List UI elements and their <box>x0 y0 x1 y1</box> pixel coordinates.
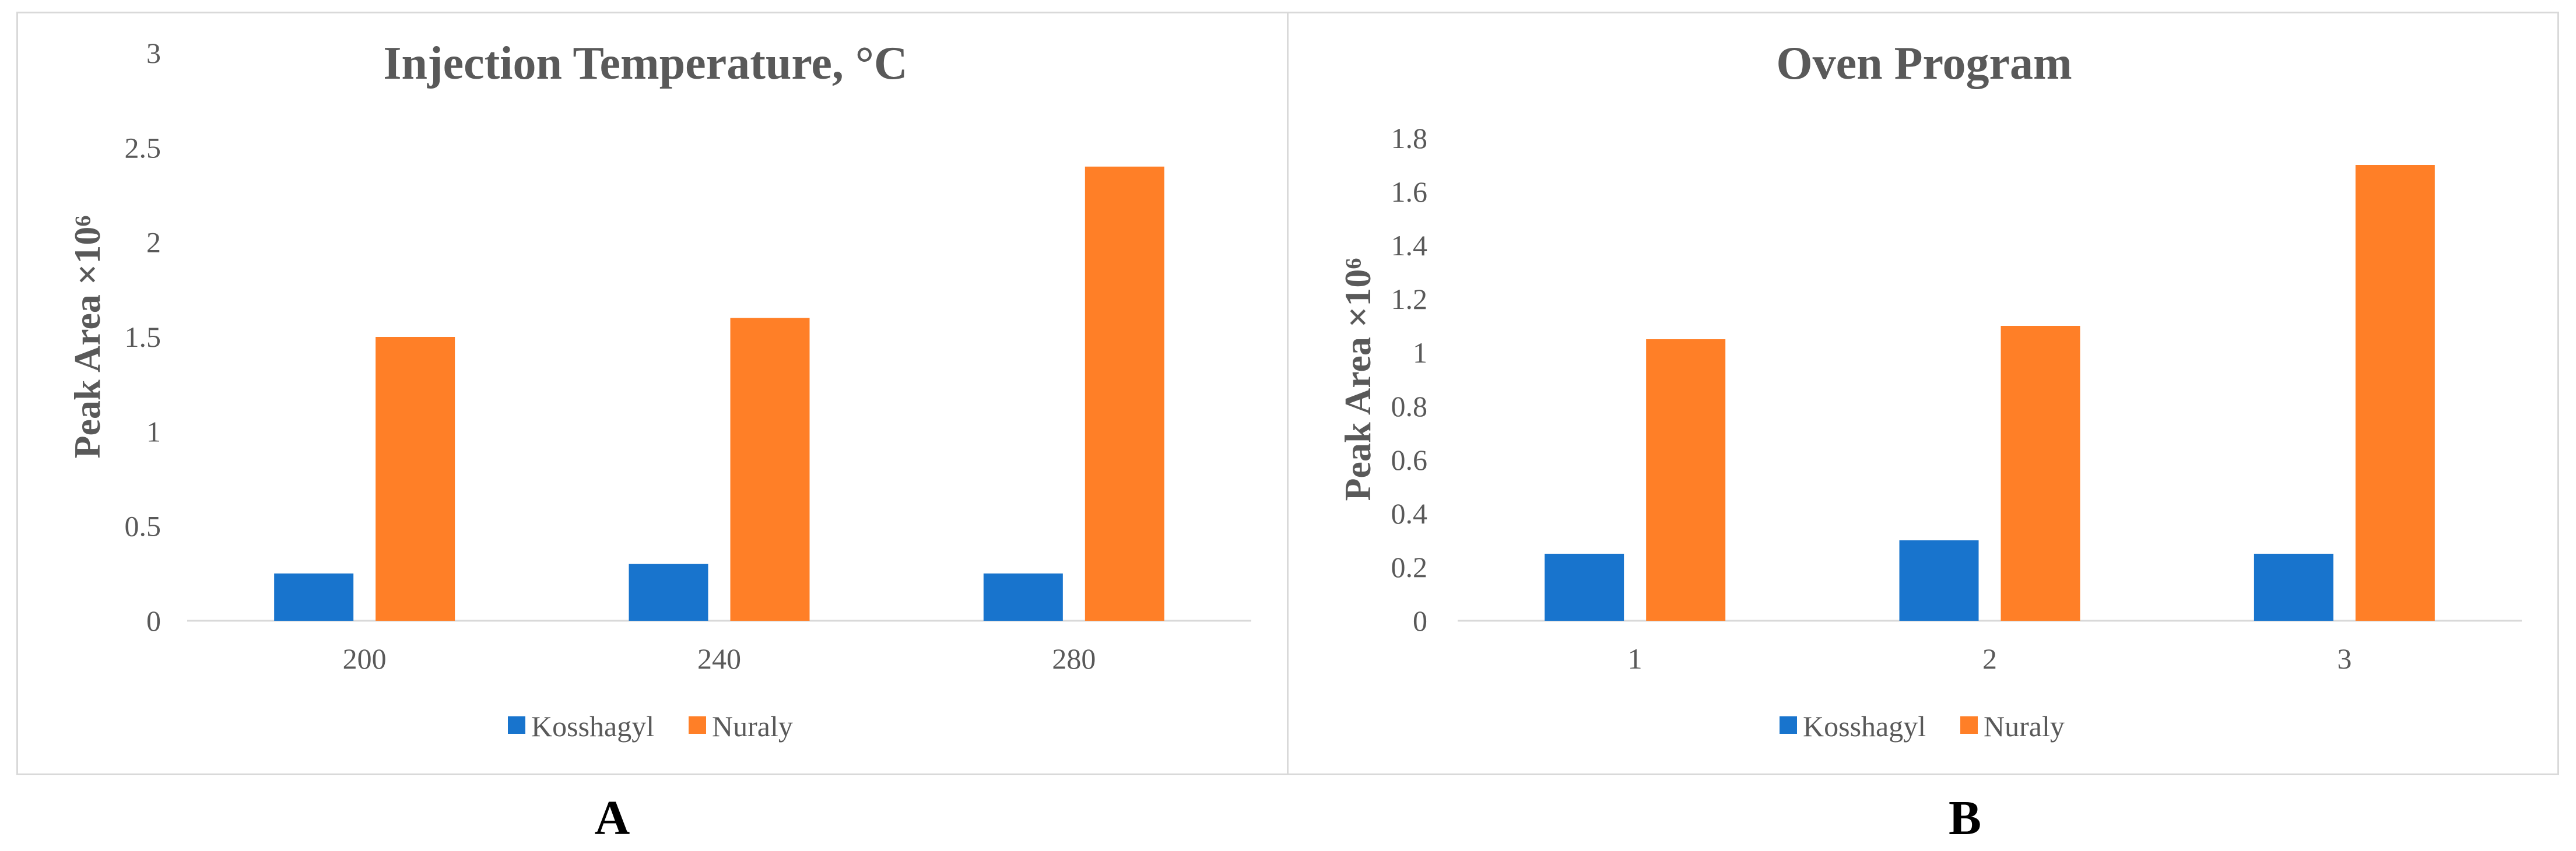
legend-label-kosshagyl: Kosshagyl <box>1803 710 1926 743</box>
y-tick-label: 1.4 <box>1391 229 1428 262</box>
y-axis-label: Peak Area ×10⁶ <box>1337 258 1378 501</box>
y-tick-label: 2.5 <box>125 131 162 164</box>
bar-nuraly-240 <box>730 318 810 621</box>
y-tick-label: 1.8 <box>1391 122 1428 154</box>
chart-panel-b: Oven Program Peak Area ×10⁶ 0 0.2 0.4 0.6 0.8 1… <box>1287 12 2559 775</box>
y-tick-label: 1 <box>1413 336 1427 369</box>
legend-label-kosshagyl: Kosshagyl <box>531 710 654 743</box>
chart-panel-a: Injection Temperature, °C Peak Area ×10⁶ 0… <box>16 12 1289 775</box>
y-tick-label: 0.8 <box>1391 390 1428 423</box>
y-tick-label: 1.5 <box>125 321 162 353</box>
legend-swatch-kosshagyl <box>508 716 525 734</box>
bar-kosshagyl-1 <box>1545 554 1624 621</box>
y-tick-label: 0.5 <box>125 510 162 543</box>
x-tick-label: 2 <box>1982 642 1997 675</box>
bar-kosshagyl-3 <box>2254 554 2333 621</box>
y-tick-label: 0.2 <box>1391 551 1428 583</box>
y-tick-label: 3 <box>146 37 161 69</box>
y-axis-label: Peak Area ×10⁶ <box>66 215 108 458</box>
x-tick-label: 280 <box>1052 642 1096 675</box>
bar-kosshagyl-240 <box>629 564 708 621</box>
legend-label-nuraly: Nuraly <box>1984 710 2065 743</box>
bar-kosshagyl-200 <box>274 573 354 621</box>
bar-kosshagyl-280 <box>983 573 1063 621</box>
x-tick-label: 200 <box>343 642 387 675</box>
chart-title: Oven Program <box>1776 38 2072 89</box>
bar-nuraly-3 <box>2355 165 2435 621</box>
bar-nuraly-200 <box>375 337 455 621</box>
bar-nuraly-280 <box>1085 166 1164 621</box>
chart-title: Injection Temperature, °C <box>383 38 907 89</box>
y-tick-label: 0 <box>146 604 161 637</box>
legend-swatch-nuraly <box>1960 716 1978 734</box>
y-tick-label: 0.6 <box>1391 444 1428 476</box>
x-tick-label: 3 <box>2337 642 2352 675</box>
bar-nuraly-2 <box>2001 326 2080 621</box>
panel-label-a: A <box>594 791 630 845</box>
y-tick-label: 2 <box>146 226 161 259</box>
chart-b: Oven Program Peak Area ×10⁶ 0 0.2 0.4 0.6 0.8 1… <box>1337 38 2522 743</box>
bar-kosshagyl-2 <box>1899 540 1979 621</box>
legend-swatch-kosshagyl <box>1780 716 1797 734</box>
chart-a: Injection Temperature, °C Peak Area ×10⁶ 0… <box>66 37 1251 743</box>
panel-label-b: B <box>1948 791 1982 845</box>
y-tick-label: 1.6 <box>1391 175 1428 208</box>
y-tick-label: 0 <box>1413 604 1427 637</box>
x-tick-label: 1 <box>1628 642 1643 675</box>
y-tick-label: 1.2 <box>1391 283 1428 315</box>
y-tick-label: 1 <box>146 415 161 448</box>
y-tick-label: 0.4 <box>1391 497 1428 530</box>
legend-swatch-nuraly <box>689 716 706 734</box>
legend-label-nuraly: Nuraly <box>712 710 793 743</box>
x-tick-label: 240 <box>697 642 741 675</box>
bar-nuraly-1 <box>1646 339 1726 621</box>
